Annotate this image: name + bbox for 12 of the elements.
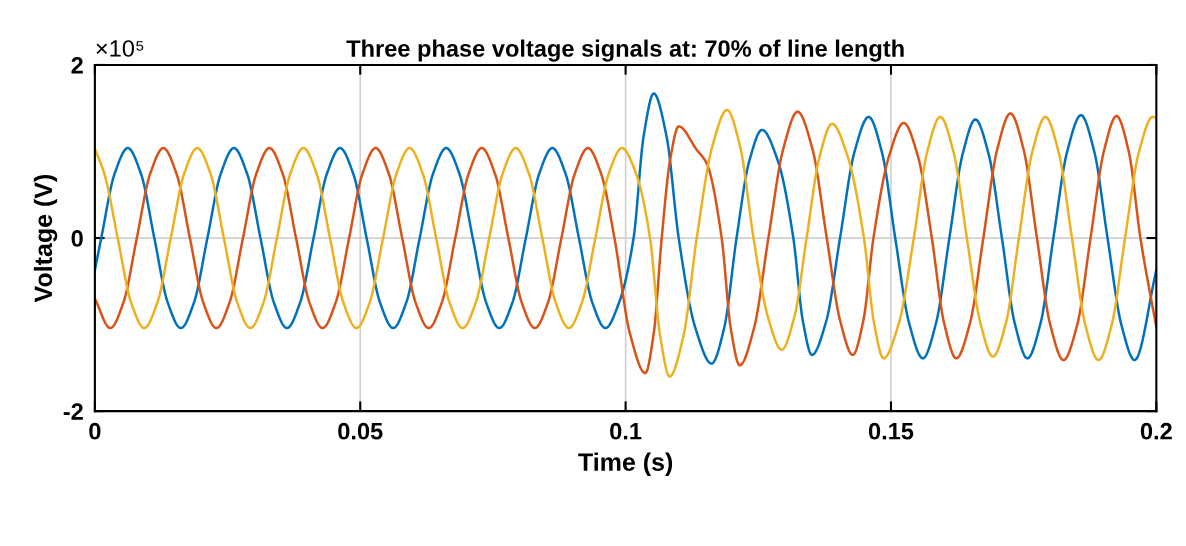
y-tick-label: 2 <box>71 57 83 74</box>
x-tick-label: 0.2 <box>1140 422 1172 440</box>
y-tick-label: 0 <box>71 230 83 247</box>
text: ×10⁵ <box>96 40 144 57</box>
x-tick-label: 0.05 <box>338 422 383 440</box>
x-tick-label: 0 <box>89 422 101 440</box>
x-axis-title: Time (s) <box>578 452 673 476</box>
chart-title: Three phase voltage signals at: 70% of line length <box>346 39 904 62</box>
y-axis-title: Voltage (V) <box>33 174 58 303</box>
x-tick-label: 0.1 <box>610 422 642 440</box>
x-tick-label: 0.15 <box>868 422 914 440</box>
y-tick-label: -2 <box>63 403 83 420</box>
